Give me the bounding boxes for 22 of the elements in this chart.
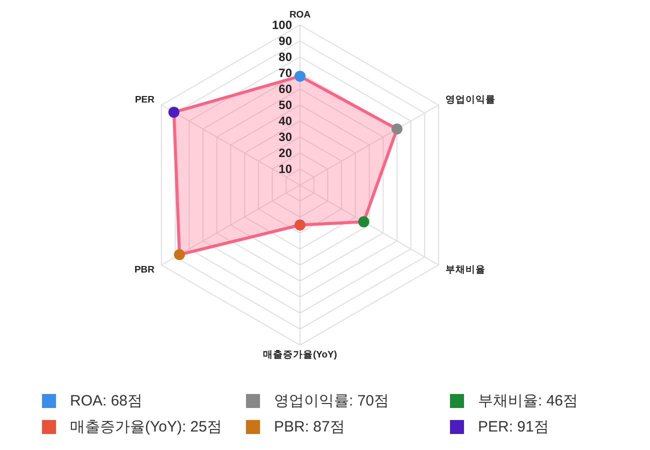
spoke-label: 매출증가율(YoY) <box>262 350 338 360</box>
key-label: PBR: 87점 <box>274 418 345 436</box>
tick-label: 10 <box>278 162 292 176</box>
key-label: 부채비율: 46점 <box>478 392 578 410</box>
key-label: PER: 91점 <box>478 418 549 436</box>
spoke-label: 부채비율 <box>446 264 486 276</box>
tick-label: 70 <box>278 66 292 80</box>
spoke-label: 영업이익률 <box>446 94 496 106</box>
tick-label: 60 <box>278 82 292 96</box>
tick-label: 80 <box>278 50 292 64</box>
spoke-label: PBR <box>134 264 154 276</box>
tick-label: 50 <box>278 98 292 112</box>
tick-label: 20 <box>278 146 292 160</box>
spoke-label: ROA <box>289 10 311 20</box>
tick-label: 100 <box>272 18 292 32</box>
tick-label: 90 <box>278 34 292 48</box>
key-label: 영업이익률: 70점 <box>274 392 390 410</box>
spoke-label: PER <box>134 94 154 106</box>
key-label: 매출증가율(YoY): 25점 <box>70 418 222 436</box>
tick-label: 40 <box>278 114 292 128</box>
tick-label: 30 <box>278 130 292 144</box>
key-label: ROA: 68점 <box>70 392 143 410</box>
